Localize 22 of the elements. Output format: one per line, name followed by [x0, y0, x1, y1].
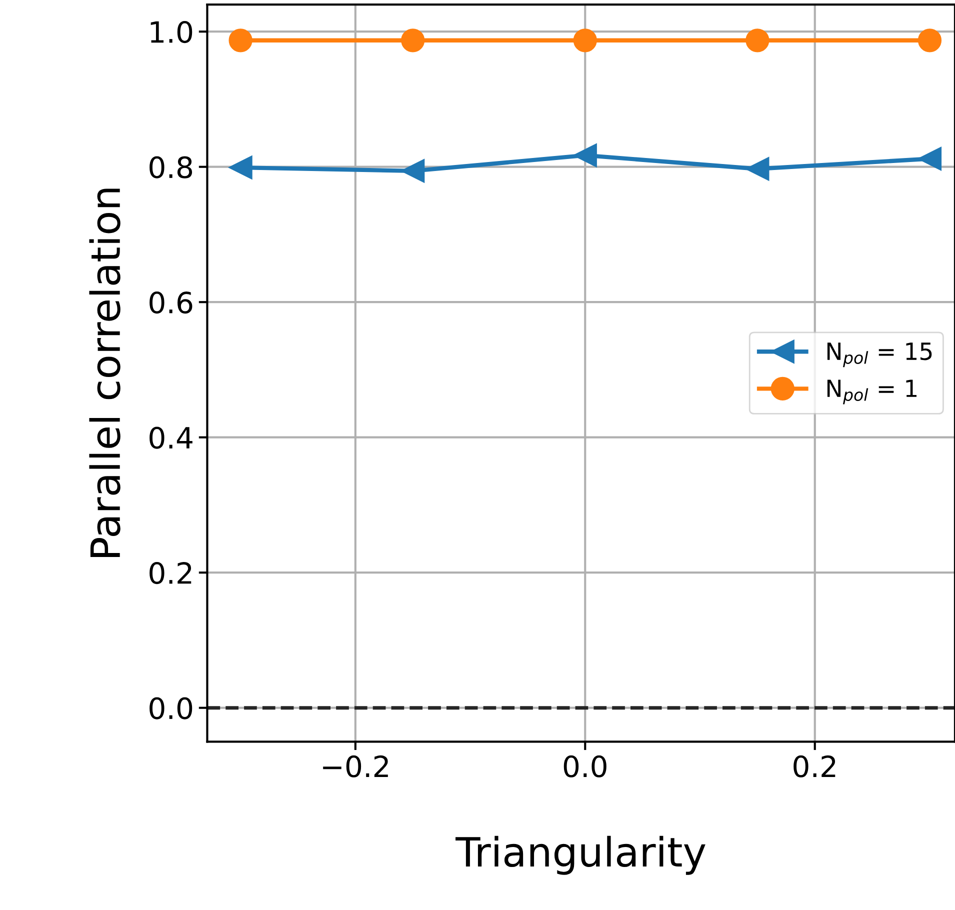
point	[401, 28, 425, 52]
point	[746, 28, 770, 52]
point	[918, 28, 942, 52]
y-tick-label: 0.0	[150, 697, 192, 720]
point	[228, 28, 252, 52]
y-tick-label: 0.6	[150, 292, 192, 314]
legend-label: N$_{pol}$ = 1	[827, 380, 917, 404]
y-tick-label: 0.2	[150, 562, 192, 584]
legend-label: N$_{pol}$ = 15	[827, 342, 932, 368]
x-tick-label: 0.0	[564, 755, 606, 778]
x-axis-title: Triangularity	[456, 836, 706, 875]
y-tick-label: 0.8	[150, 156, 192, 178]
point	[573, 28, 597, 52]
x-tick-label: 0.2	[794, 755, 836, 778]
y-tick-label: 1.0	[150, 21, 192, 44]
point	[746, 157, 770, 181]
point	[228, 156, 252, 180]
point	[573, 144, 597, 168]
point	[918, 146, 942, 171]
x-tick-label: −0.2	[323, 755, 388, 778]
y-tick-label: 0.4	[150, 426, 192, 449]
y-axis-title: Parallel correlation	[89, 188, 120, 557]
